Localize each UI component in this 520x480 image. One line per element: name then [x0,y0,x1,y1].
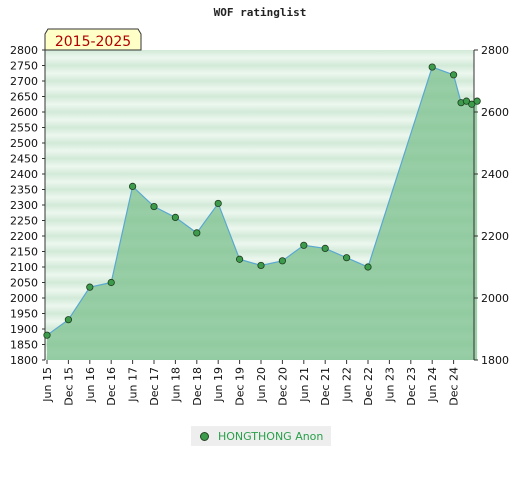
band-stripe [45,50,474,66]
data-point [428,63,436,71]
band-stripe [45,96,474,112]
y-right-tick-label: 2000 [481,292,509,305]
x-tick-label: Dec 16 [105,367,118,406]
y-left-tick-label: 2750 [10,60,38,73]
x-tick-label: Jun 23 [383,367,396,403]
x-tick-label: Dec 20 [276,367,289,406]
x-tick-label: Dec 18 [191,367,204,406]
y-left-tick-label: 2150 [10,246,38,259]
x-tick-label: Jun 22 [341,367,354,403]
chart-title: WOF ratinglist [214,6,307,19]
y-left-tick-label: 2200 [10,230,38,243]
data-area [46,66,478,361]
x-tick-label: Dec 22 [362,367,375,406]
y-left-tick-label: 2650 [10,91,38,104]
x-tick-label: Dec 15 [62,367,75,406]
data-point [342,254,351,262]
y-right-tick-label: 1800 [481,354,509,367]
y-left-tick-label: 2700 [10,75,38,88]
x-tick-label: Jun 21 [298,367,311,403]
band-stripe [45,112,474,128]
band-stripe [45,143,474,159]
band-stripe [45,189,474,205]
data-point [107,278,115,287]
x-tick-label: Jun 20 [255,367,268,403]
y-right-tick-label: 2200 [481,230,509,243]
x-tick-label: Dec 21 [319,367,332,406]
y-right-tick-label: 2600 [481,106,509,119]
data-point [86,283,94,291]
y-left-tick-label: 1950 [10,308,38,321]
y-right-tick-label: 2400 [481,168,509,181]
y-left-tick-label: 2300 [10,199,38,212]
y-axis-right-ticks: 1800 2000 2200 2400 2600 2800 [474,44,509,367]
band-stripe [45,174,474,190]
x-tick-label: Jun 24 [426,367,439,403]
y-left-tick-label: 1850 [10,339,38,352]
y-left-tick-label: 2800 [10,44,38,57]
series-line [46,66,478,336]
legend: HONGTHONG Anon [191,426,331,446]
band-stripe [45,81,474,97]
y-left-tick-label: 2450 [10,153,38,166]
data-point [364,263,372,271]
x-axis-ticks: Jun 15 Dec 15 Jun 16 Dec 16 Jun 17 Dec 17 Jun … [41,360,461,406]
x-tick-label: Jun 17 [127,367,140,403]
x-tick-label: Dec 19 [234,367,247,406]
data-point [300,241,308,249]
legend-marker-icon [200,431,209,441]
band-stripe [45,158,474,174]
data-point [468,100,476,108]
y-left-tick-label: 2400 [10,168,38,181]
y-left-tick-label: 2600 [10,106,38,119]
data-point [129,182,137,190]
x-tick-label: Jun 19 [212,367,225,403]
data-point [473,97,481,105]
data-point [214,199,222,208]
y-left-tick-label: 2250 [10,215,38,228]
y-axis-left-ticks: 1800 1850 1900 1950 2000 2050 2100 2150 2200 2250… [10,44,45,367]
data-point [462,97,471,105]
y-left-tick-label: 2100 [10,261,38,274]
period-label: 2015-2025 [55,34,131,50]
band-stripe [45,127,474,143]
data-point [449,71,458,79]
y-left-tick-label: 2550 [10,122,38,135]
x-tick-label: Dec 24 [448,367,461,406]
y-left-tick-label: 1800 [10,354,38,367]
y-left-tick-label: 2500 [10,137,38,150]
data-point [236,255,244,263]
data-point [64,316,73,324]
period-badge: 2015-2025 [44,28,142,51]
x-tick-label: Jun 15 [41,367,54,403]
data-point [193,229,201,237]
band-stripe [45,65,474,81]
data-point [321,244,329,252]
series-area [47,67,478,361]
data-point [257,261,265,270]
y-left-tick-label: 2000 [10,292,38,305]
data-points [43,63,481,339]
data-point [171,213,179,221]
legend-label: HONGTHONG Anon [218,429,324,443]
y-left-tick-label: 2350 [10,184,38,197]
data-point [278,257,286,265]
x-tick-label: Dec 23 [405,367,418,406]
x-tick-label: Jun 16 [84,367,97,403]
y-left-tick-label: 2050 [10,277,38,290]
x-tick-label: Jun 18 [169,367,182,403]
y-left-tick-label: 1900 [10,323,38,336]
data-point [150,202,158,211]
y-right-tick-label: 2800 [481,44,509,57]
x-tick-label: Dec 17 [148,367,161,406]
data-point [43,331,51,339]
